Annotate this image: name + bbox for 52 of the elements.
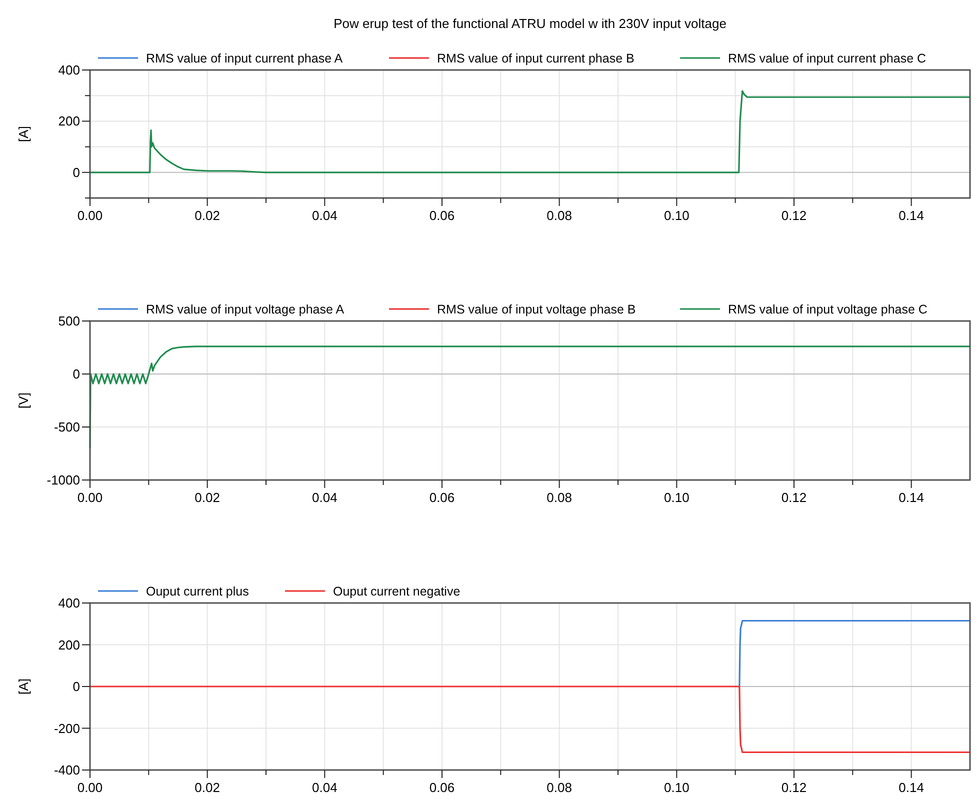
x-tick-label: 0.00 bbox=[77, 490, 103, 505]
x-tick-label: 0.02 bbox=[194, 780, 220, 795]
y-tick-label: 0 bbox=[72, 366, 80, 382]
x-tick-label: 0.14 bbox=[898, 208, 924, 223]
y-tick-label: -400 bbox=[54, 762, 80, 778]
legend-label: Ouput current negative bbox=[333, 584, 460, 598]
x-tick-label: 0.06 bbox=[429, 208, 455, 223]
x-tick-label: 0.10 bbox=[664, 780, 690, 795]
legend-label: RMS value of input current phase A bbox=[146, 52, 344, 66]
x-tick-label: 0.14 bbox=[898, 490, 924, 505]
x-tick-label: 0.00 bbox=[77, 780, 103, 795]
x-tick-label: 0.14 bbox=[898, 780, 924, 795]
legend-label: RMS value of input current phase C bbox=[728, 52, 926, 66]
x-tick-label: 0.12 bbox=[781, 780, 807, 795]
chart-title: Pow erup test of the functional ATRU model w ith 230V input voltage bbox=[334, 16, 726, 31]
x-tick-label: 0.10 bbox=[664, 490, 690, 505]
y-axis-title: [A] bbox=[16, 678, 31, 694]
line-series bbox=[89, 90, 971, 174]
y-tick-label: 500 bbox=[58, 314, 80, 328]
x-tick-label: 0.10 bbox=[664, 208, 690, 223]
x-tick-label: 0.06 bbox=[429, 490, 455, 505]
y-tick-label: 400 bbox=[58, 596, 80, 610]
legend-label: Ouput current plus bbox=[146, 584, 249, 598]
x-tick-label: 0.08 bbox=[546, 208, 572, 223]
x-tick-label: 0.04 bbox=[312, 490, 338, 505]
x-tick-label: 0.02 bbox=[194, 208, 220, 223]
legend-label: RMS value of input current phase B bbox=[437, 52, 634, 66]
line-series bbox=[89, 346, 971, 449]
legend-label: RMS value of input voltage phase C bbox=[728, 302, 928, 316]
y-tick-label: -1000 bbox=[46, 472, 80, 488]
x-tick-label: 0.00 bbox=[77, 208, 103, 223]
line-series bbox=[89, 686, 971, 754]
x-tick-label: 0.02 bbox=[194, 490, 220, 505]
x-tick-label: 0.04 bbox=[312, 208, 338, 223]
y-tick-label: 200 bbox=[58, 114, 80, 129]
y-tick-label: 400 bbox=[58, 62, 80, 78]
y-axis-title: [A] bbox=[16, 126, 31, 142]
x-tick-label: 0.08 bbox=[546, 780, 572, 795]
x-tick-label: 0.12 bbox=[781, 208, 807, 223]
x-tick-label: 0.06 bbox=[429, 780, 455, 795]
y-tick-label: -200 bbox=[54, 720, 80, 736]
legend-label: RMS value of input voltage phase B bbox=[437, 302, 636, 316]
x-tick-label: 0.04 bbox=[312, 780, 338, 795]
x-tick-label: 0.12 bbox=[781, 490, 807, 505]
line-series bbox=[738, 620, 971, 688]
y-tick-label: 200 bbox=[58, 637, 80, 652]
y-tick-label: -500 bbox=[54, 420, 80, 434]
y-axis-title: [V] bbox=[16, 392, 31, 408]
legend-label: RMS value of input voltage phase A bbox=[146, 302, 345, 316]
y-tick-label: 0 bbox=[72, 164, 80, 180]
x-tick-label: 0.08 bbox=[546, 490, 572, 505]
y-tick-label: 0 bbox=[72, 679, 80, 694]
